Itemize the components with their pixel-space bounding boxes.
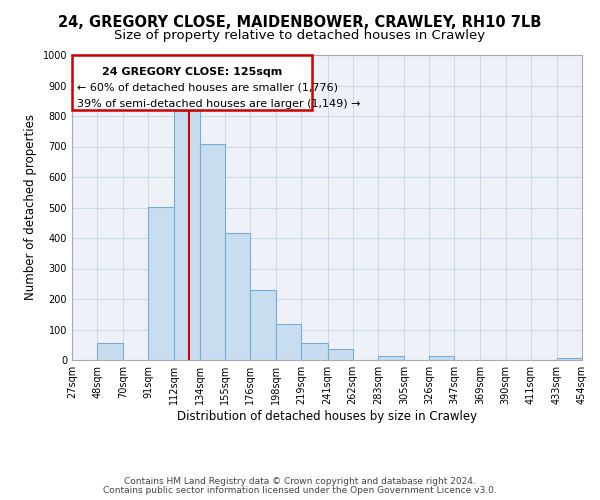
Text: ← 60% of detached houses are smaller (1,776): ← 60% of detached houses are smaller (1,… (77, 82, 338, 92)
FancyBboxPatch shape (72, 55, 312, 110)
Bar (301, 342, 328, 360)
Bar (148, 206, 173, 360)
Bar (200, 144, 225, 360)
Text: Contains public sector information licensed under the Open Government Licence v3: Contains public sector information licen… (103, 486, 497, 495)
Text: Size of property relative to detached houses in Crawley: Size of property relative to detached ho… (115, 29, 485, 42)
Text: 24 GREGORY CLOSE: 125sqm: 24 GREGORY CLOSE: 125sqm (102, 67, 282, 77)
Text: 24, GREGORY CLOSE, MAIDENBOWER, CRAWLEY, RH10 7LB: 24, GREGORY CLOSE, MAIDENBOWER, CRAWLEY,… (58, 15, 542, 30)
Bar (328, 350, 353, 360)
Bar (557, 358, 582, 360)
Bar (225, 232, 250, 360)
Bar (276, 324, 301, 360)
Bar (429, 356, 454, 360)
X-axis label: Distribution of detached houses by size in Crawley: Distribution of detached houses by size … (177, 410, 477, 423)
Y-axis label: Number of detached properties: Number of detached properties (24, 114, 37, 300)
Bar (97, 342, 124, 360)
Bar (378, 356, 404, 360)
Bar (173, 111, 200, 360)
Text: Contains HM Land Registry data © Crown copyright and database right 2024.: Contains HM Land Registry data © Crown c… (124, 477, 476, 486)
Text: 39% of semi-detached houses are larger (1,149) →: 39% of semi-detached houses are larger (… (77, 99, 361, 109)
Bar (250, 290, 276, 360)
